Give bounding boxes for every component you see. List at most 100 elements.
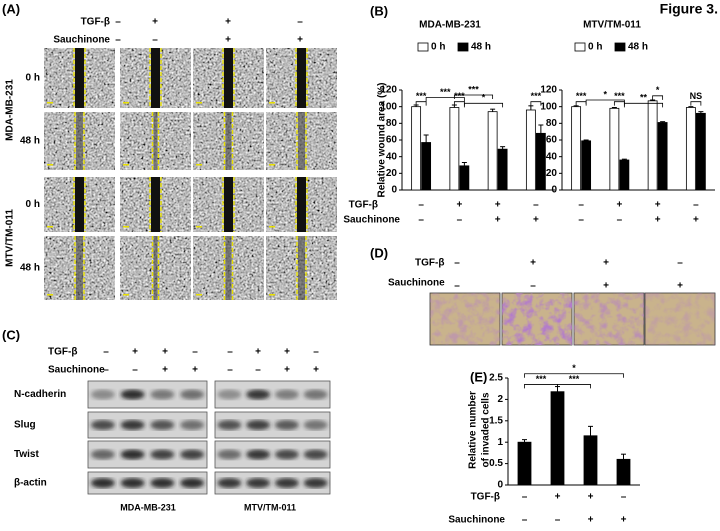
treatment-label: TGF-β	[349, 200, 378, 211]
significance-bracket	[453, 94, 494, 99]
treatment-sign: –	[103, 347, 109, 358]
significance-label: ***	[440, 87, 451, 97]
treatment-label: TGF-β	[48, 347, 77, 358]
cell-line-label: MDA-MB-231	[120, 502, 176, 512]
scale-bar	[196, 294, 202, 296]
blot-band	[120, 478, 145, 488]
blot-band	[90, 389, 115, 400]
y-tick-label: 0	[497, 480, 503, 491]
treatment-sign: –	[530, 281, 536, 292]
treatment-sign: +	[225, 17, 231, 28]
wound-gap	[151, 48, 160, 108]
treatment-sign: +	[255, 347, 261, 358]
treatment-sign: –	[457, 215, 463, 226]
y-tick-label: 40	[386, 151, 398, 162]
panel-label: (A)	[2, 1, 20, 16]
treatment-label: TGF-β	[471, 492, 500, 503]
wound-image	[120, 236, 191, 300]
treatment-sign: –	[454, 258, 460, 269]
y-tick-label: 0	[391, 185, 397, 196]
significance-label: *	[482, 93, 486, 103]
figure-label: Figure 3.	[660, 1, 718, 17]
chart-title: MDA-MB-231	[419, 20, 481, 31]
y-tick-label: 0.5	[489, 458, 503, 469]
wound-gap	[76, 236, 83, 300]
y-tick-label: 20	[386, 168, 398, 179]
wound-gap	[297, 177, 306, 232]
legend-swatch	[574, 42, 586, 52]
wound-gap	[297, 48, 306, 108]
blot-band	[274, 449, 299, 460]
time-label: 48 h	[20, 263, 40, 274]
panel-label: (E)	[470, 369, 487, 384]
treatment-sign: +	[456, 200, 462, 211]
treatment-sign: –	[522, 515, 528, 526]
y-tick-label: 80	[546, 118, 558, 129]
bar	[535, 132, 546, 191]
bar	[449, 107, 460, 191]
significance-bracket	[415, 101, 427, 106]
significance-label: ***	[531, 91, 542, 101]
treatment-sign: +	[621, 515, 627, 526]
bar	[657, 122, 668, 191]
cell-line-label: MDA-MB-231	[5, 79, 16, 141]
significance-bracket	[575, 101, 587, 106]
wound-image	[120, 177, 191, 232]
treatment-sign: –	[418, 200, 424, 211]
significance-bracket	[613, 101, 625, 106]
time-label: 0 h	[26, 199, 40, 210]
blot-band	[180, 478, 205, 488]
blot-band	[217, 478, 242, 488]
panel-label: (D)	[370, 245, 388, 260]
wound-image	[266, 112, 337, 170]
bar	[695, 112, 706, 191]
time-label: 48 h	[20, 136, 40, 147]
legend-label: 48 h	[471, 42, 491, 53]
wound-image	[193, 236, 264, 300]
treatment-sign: +	[225, 35, 231, 46]
treatment-label: Sauchinone	[388, 278, 445, 289]
bar	[497, 148, 508, 191]
y-tick-label: 2	[497, 394, 503, 405]
significance-label: ***	[454, 91, 465, 101]
cell-line-label: MTV/TM-011	[5, 209, 16, 267]
bar	[583, 435, 598, 486]
legend-label: 48 h	[628, 42, 648, 53]
wound-gap	[298, 112, 305, 170]
treatment-sign: +	[655, 200, 661, 211]
y-tick-label: 2.5	[489, 373, 503, 384]
blot-band	[90, 478, 115, 488]
bar	[571, 106, 582, 191]
blot-band	[217, 449, 242, 460]
blot-band	[274, 420, 299, 430]
wound-gap	[153, 236, 158, 300]
wound-image	[120, 112, 191, 170]
scale-bar	[269, 226, 275, 228]
treatment-sign: –	[313, 347, 319, 358]
y-tick-label: 1	[497, 437, 503, 448]
bar	[421, 142, 432, 191]
blot-band	[180, 389, 205, 400]
treatment-sign: –	[677, 258, 683, 269]
legend-swatch	[614, 42, 626, 52]
blot-band	[180, 449, 205, 460]
wound-gap	[153, 112, 158, 170]
scale-bar	[47, 294, 53, 296]
bar	[517, 441, 532, 486]
scale-bar	[196, 226, 202, 228]
treatment-sign: +	[693, 215, 699, 226]
y-axis-label: Relative wound area (%)	[377, 82, 388, 197]
significance-bracket	[652, 95, 664, 100]
treatment-label: TGF-β	[81, 17, 110, 28]
y-tick-label: 100	[540, 101, 557, 112]
bar	[685, 107, 696, 191]
blot-band	[120, 449, 145, 460]
bar	[647, 100, 658, 191]
cell-line-label: MTV/TM-011	[244, 502, 296, 512]
bar	[550, 391, 565, 486]
treatment-sign: –	[617, 215, 623, 226]
treatment-sign: +	[603, 258, 609, 269]
treatment-sign: –	[132, 365, 138, 376]
scale-bar	[123, 294, 129, 296]
